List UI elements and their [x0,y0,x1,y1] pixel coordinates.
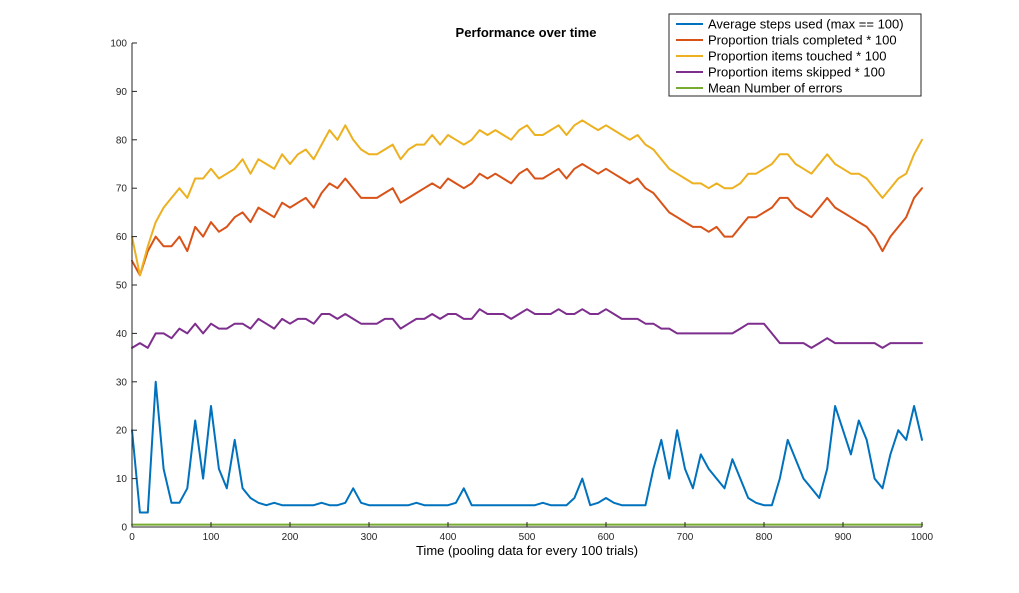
ticks-layer: 0 100 200 300 400 500 600 700 800 900 1000 0 10 20 30 4… [110,39,933,544]
axis-lines [131,43,922,528]
legend-label: Proportion items skipped * 100 [708,65,885,80]
x-tick-label: 300 [361,532,378,543]
legend-label: Average steps used (max == 100) [708,17,904,32]
y-tick-label: 40 [116,329,128,340]
y-tick-label: 80 [116,135,128,146]
y-tick-label: 30 [116,377,128,388]
x-tick-label: 0 [129,532,135,543]
y-tick-label: 90 [116,87,128,98]
x-tick-label: 900 [835,532,852,543]
x-tick-label: 500 [519,532,536,543]
legend-label: Proportion trials completed * 100 [708,33,897,48]
x-axis-label: Time (pooling data for every 100 trials) [416,543,638,558]
x-tick-label: 100 [203,532,220,543]
legend-items: Average steps used (max == 100)Proportio… [676,17,904,96]
x-tick-label: 600 [598,532,615,543]
legend-label: Mean Number of errors [708,81,843,96]
series-line-2 [131,163,923,277]
y-tick-label: 60 [116,232,128,243]
y-tick-label: 0 [121,523,127,534]
series-layer [131,119,923,526]
x-tick-label: 700 [677,532,694,543]
y-tick-label: 50 [116,281,128,292]
y-tick-label: 70 [116,184,128,195]
x-tick-label: 400 [440,532,457,543]
legend: Average steps used (max == 100)Proportio… [668,13,922,97]
x-tick-label: 1000 [911,532,934,543]
y-tick-label: 20 [116,426,128,437]
y-tick-label: 10 [116,474,128,485]
legend-label: Proportion items touched * 100 [708,49,887,64]
x-tick-label: 800 [756,532,773,543]
series-line-4 [131,308,923,349]
series-line-1 [131,380,923,514]
legend-box [668,13,922,97]
series-line-3 [131,119,923,277]
y-tick-label: 100 [110,39,127,50]
x-tick-label: 200 [282,532,299,543]
axes-layer [131,43,922,528]
chart-title: Performance over time [456,25,597,40]
